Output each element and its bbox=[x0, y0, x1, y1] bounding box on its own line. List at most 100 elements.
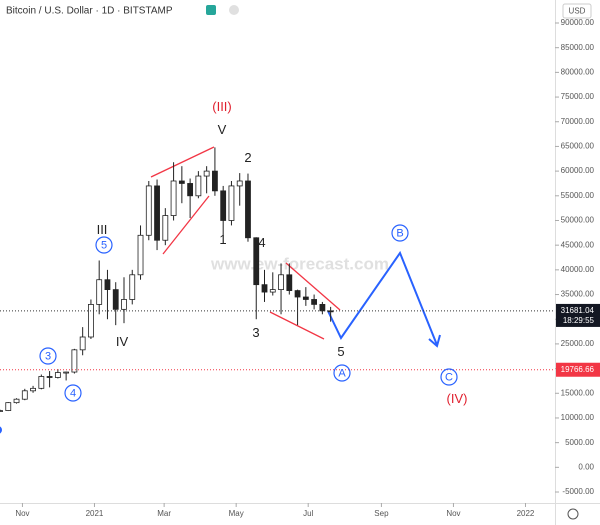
wave-label: 5 bbox=[337, 344, 344, 359]
candle-body bbox=[63, 371, 70, 374]
candle-body bbox=[228, 185, 235, 221]
projection-path bbox=[327, 250, 441, 348]
last-price-label: 31681.04 bbox=[561, 306, 595, 315]
candle-body bbox=[46, 376, 53, 378]
candle-body bbox=[112, 289, 119, 310]
wave-label: B bbox=[396, 227, 403, 239]
candle-body bbox=[162, 215, 169, 241]
candle-body bbox=[253, 237, 260, 286]
y-tick-label: 70000.00 bbox=[561, 117, 595, 126]
wave-label: III bbox=[97, 222, 108, 237]
candle-body bbox=[170, 180, 177, 216]
wave-circle bbox=[391, 224, 409, 242]
status-icon bbox=[229, 5, 239, 15]
x-tick-label: Nov bbox=[446, 509, 460, 518]
countdown: 18:29:55 bbox=[563, 316, 595, 325]
edge-marker bbox=[0, 426, 2, 434]
y-tick-label: 5000.00 bbox=[565, 438, 594, 447]
candle-body bbox=[38, 376, 45, 389]
candle-body bbox=[195, 175, 202, 197]
watermark: www.ew-forecast.com bbox=[210, 254, 389, 273]
y-tick-label: 45000.00 bbox=[561, 240, 595, 249]
candle-body bbox=[129, 274, 136, 300]
y-tick-label: 25000.00 bbox=[561, 339, 595, 348]
level-label: 19766.66 bbox=[561, 365, 595, 374]
settings-icon[interactable] bbox=[567, 508, 579, 520]
y-tick-label: 85000.00 bbox=[561, 43, 595, 52]
candle-body bbox=[278, 274, 284, 291]
candle-body bbox=[212, 170, 218, 192]
wave-circle bbox=[64, 384, 82, 402]
x-tick-label: 2022 bbox=[517, 509, 535, 518]
candle-body bbox=[88, 304, 94, 338]
candle-body bbox=[137, 234, 144, 276]
wave-circle bbox=[333, 364, 351, 382]
wave-circle bbox=[440, 368, 458, 386]
y-tick-label: 90000.00 bbox=[561, 18, 595, 27]
candle-body bbox=[245, 180, 251, 239]
candle-body bbox=[220, 190, 227, 221]
wave-label: 3 bbox=[45, 350, 51, 362]
level-box bbox=[556, 362, 600, 377]
candle-body bbox=[269, 289, 276, 293]
candle-body bbox=[187, 183, 194, 197]
y-tick-label: 55000.00 bbox=[561, 191, 595, 200]
x-tick-label: Sep bbox=[374, 509, 389, 518]
last-price-box bbox=[556, 303, 600, 327]
candle-body bbox=[203, 170, 210, 177]
y-tick-label: 15000.00 bbox=[561, 388, 595, 397]
wave-label: 4 bbox=[258, 235, 265, 250]
wave-circle bbox=[39, 347, 57, 365]
candle-body bbox=[311, 299, 318, 305]
y-tick-label: 75000.00 bbox=[561, 92, 595, 101]
y-tick-label: 35000.00 bbox=[561, 290, 595, 299]
x-tick-label: 2021 bbox=[86, 509, 104, 518]
candle-body bbox=[145, 185, 152, 236]
wave-label: V bbox=[218, 122, 227, 137]
candle-body bbox=[121, 299, 127, 310]
wave-label: IV bbox=[116, 334, 129, 349]
candle-body bbox=[79, 336, 86, 351]
y-tick-label: 10000.00 bbox=[561, 413, 595, 422]
market-icon bbox=[206, 5, 216, 15]
candle-body bbox=[294, 290, 301, 298]
red-trendlines bbox=[150, 146, 341, 340]
candle-body bbox=[286, 274, 293, 291]
candle-body bbox=[154, 185, 160, 241]
candle-body bbox=[104, 279, 111, 291]
wave-label: (IV) bbox=[447, 391, 468, 406]
candle-body bbox=[261, 284, 268, 293]
wave-label: 3 bbox=[252, 325, 259, 340]
candle-body bbox=[54, 372, 61, 378]
candle-body bbox=[71, 349, 78, 373]
wave-circle bbox=[95, 236, 113, 254]
y-tick-label: 60000.00 bbox=[561, 166, 595, 175]
y-tick-label: 0.00 bbox=[578, 462, 594, 471]
candle-body bbox=[236, 180, 243, 187]
candle-body bbox=[319, 304, 326, 312]
candle-body bbox=[302, 296, 309, 300]
wave-label: 5 bbox=[101, 239, 107, 251]
wave-label: (III) bbox=[212, 99, 232, 114]
candle-body bbox=[96, 279, 103, 305]
wave-label: A bbox=[338, 367, 346, 379]
candle-body bbox=[13, 398, 20, 404]
candle-body bbox=[178, 180, 185, 184]
wave-label: C bbox=[445, 371, 453, 383]
y-tick-label: 50000.00 bbox=[561, 216, 595, 225]
currency: USD bbox=[569, 7, 586, 16]
y-tick-label: 40000.00 bbox=[561, 265, 595, 274]
wave-label: 2 bbox=[244, 150, 251, 165]
currency-box[interactable] bbox=[562, 3, 592, 19]
wave-label: 4 bbox=[70, 387, 76, 399]
x-tick-label: Mar bbox=[157, 509, 171, 518]
candle-body bbox=[30, 387, 36, 392]
candle-body bbox=[21, 390, 28, 400]
x-tick-label: Nov bbox=[15, 509, 29, 518]
y-tick-label: 80000.00 bbox=[561, 67, 595, 76]
x-tick-label: May bbox=[229, 509, 244, 518]
y-tick-label: 65000.00 bbox=[561, 142, 595, 151]
wave-label: 1 bbox=[219, 232, 226, 247]
